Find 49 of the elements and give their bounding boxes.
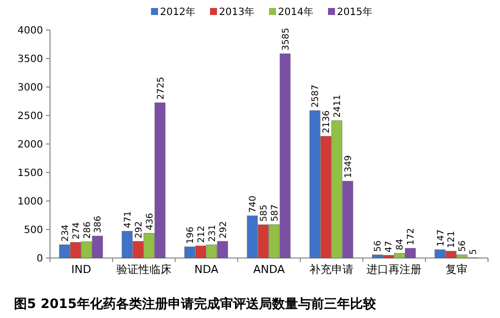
data-label: 212 bbox=[196, 226, 207, 243]
data-label: 292 bbox=[218, 221, 229, 238]
text: 图5 2015年化药各类注册申请完成审评送局数量与前三年比较 bbox=[14, 296, 377, 312]
y-tick-label: 1000 bbox=[18, 196, 43, 208]
y-tick-label: 3500 bbox=[18, 54, 43, 65]
y-tick-label: 500 bbox=[24, 225, 43, 236]
data-label: 231 bbox=[208, 224, 218, 242]
data-label: 585 bbox=[260, 204, 270, 222]
data-label: 2725 bbox=[156, 76, 166, 100]
data-label: 84 bbox=[396, 238, 406, 250]
data-label: 3585 bbox=[281, 28, 292, 51]
data-label: 286 bbox=[82, 221, 93, 239]
data-label: 2411 bbox=[333, 94, 344, 118]
data-label: 2587 bbox=[311, 84, 322, 108]
legend-label: 2014年 bbox=[278, 6, 314, 18]
x-tick-label: ANDA bbox=[253, 263, 286, 276]
data-label: 386 bbox=[94, 216, 104, 233]
legend-label: 2013年 bbox=[219, 6, 254, 18]
y-tick-label: 1500 bbox=[18, 168, 43, 179]
data-label: 436 bbox=[145, 212, 156, 230]
data-label: 147 bbox=[436, 229, 446, 247]
x-tick-label: IND bbox=[71, 263, 92, 276]
data-label: 172 bbox=[406, 228, 417, 246]
data-label: 234 bbox=[60, 224, 71, 242]
data-label: 56 bbox=[458, 240, 468, 252]
data-label: 292 bbox=[134, 221, 144, 238]
data-label: 740 bbox=[248, 195, 259, 213]
y-tick-label: 2000 bbox=[18, 140, 43, 150]
data-label: 2136 bbox=[322, 110, 332, 134]
data-label: 121 bbox=[447, 230, 458, 248]
data-label: 1349 bbox=[344, 154, 354, 178]
x-tick-label: 补充申请 bbox=[310, 263, 354, 276]
data-label: 47 bbox=[384, 240, 395, 252]
y-tick-label: 4000 bbox=[18, 26, 43, 36]
data-label: 56 bbox=[374, 240, 384, 252]
legend-label: 2012年 bbox=[160, 6, 196, 18]
data-label: 274 bbox=[72, 222, 82, 240]
y-tick-label: 0 bbox=[36, 254, 43, 264]
data-label: 5 bbox=[469, 248, 480, 255]
x-tick-label: NDA bbox=[194, 263, 219, 276]
x-tick-label: 复审 bbox=[446, 263, 468, 276]
data-label: 471 bbox=[123, 210, 134, 228]
x-tick-label: 进口再注册 bbox=[366, 263, 422, 276]
y-tick-label: 3000 bbox=[18, 82, 43, 94]
x-tick-label: 验证性临床 bbox=[116, 263, 172, 276]
data-label: 587 bbox=[270, 204, 280, 222]
legend-label: 2015年 bbox=[337, 6, 372, 18]
y-tick-label: 2500 bbox=[18, 111, 43, 122]
data-label: 196 bbox=[186, 226, 196, 244]
